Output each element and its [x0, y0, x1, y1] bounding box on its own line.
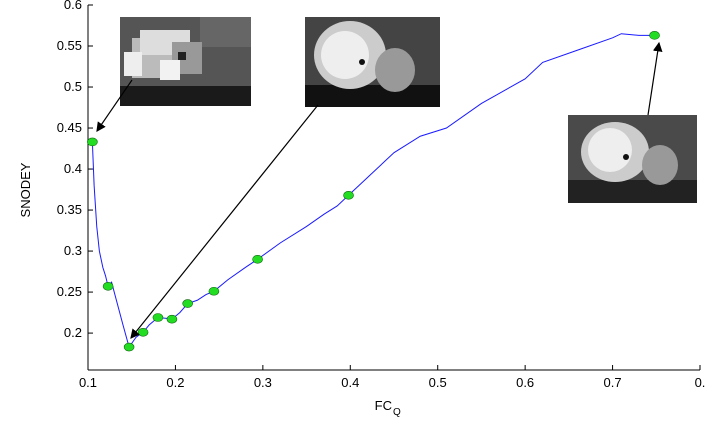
y-tick-label: 0.3 — [64, 243, 82, 258]
data-point — [252, 254, 263, 264]
data-point — [182, 299, 193, 308]
plot-area: 0.1 0.2 0.3 0.4 0.5 0.6 0.7 0. 0.2 0.25 0.3 0.35 0.4… — [57, 0, 706, 390]
y-tick-label: 0.55 — [57, 38, 82, 53]
data-point — [137, 327, 149, 337]
x-tick-label: 0.7 — [604, 375, 622, 390]
y-tick-label: 0.4 — [64, 161, 82, 176]
inset-noisy — [568, 115, 697, 203]
x-axis-label: FC — [375, 398, 392, 413]
data-point — [166, 314, 178, 324]
data-line — [91, 33, 655, 349]
y-tick-label: 0.2 — [64, 325, 82, 340]
y-tick-label: 0.6 — [64, 0, 82, 12]
data-point — [649, 31, 660, 40]
x-axis-label-subscript: Q — [393, 407, 401, 418]
y-tick-label: 0.25 — [57, 284, 82, 299]
data-point — [208, 286, 220, 296]
inset-pixelated — [120, 17, 251, 106]
y-axis-label: SNODEY — [18, 162, 33, 217]
x-tick-label: 0.3 — [254, 375, 272, 390]
x-tick-label: 0.1 — [79, 375, 97, 390]
x-tick-label: 0. — [695, 375, 706, 390]
x-tick-label: 0.2 — [166, 375, 184, 390]
data-point — [123, 342, 135, 352]
data-point — [152, 313, 164, 322]
data-point — [343, 190, 354, 200]
y-tick-label: 0.45 — [57, 120, 82, 135]
data-point — [87, 137, 98, 147]
y-tick-label: 0.35 — [57, 202, 82, 217]
x-tick-label: 0.4 — [341, 375, 359, 390]
inset-blurred — [305, 17, 440, 107]
arrows — [96, 41, 663, 339]
data-point — [102, 282, 114, 291]
y-tick-label: 0.5 — [64, 79, 82, 94]
x-tick-label: 0.5 — [429, 375, 447, 390]
x-tick-label: 0.6 — [516, 375, 534, 390]
